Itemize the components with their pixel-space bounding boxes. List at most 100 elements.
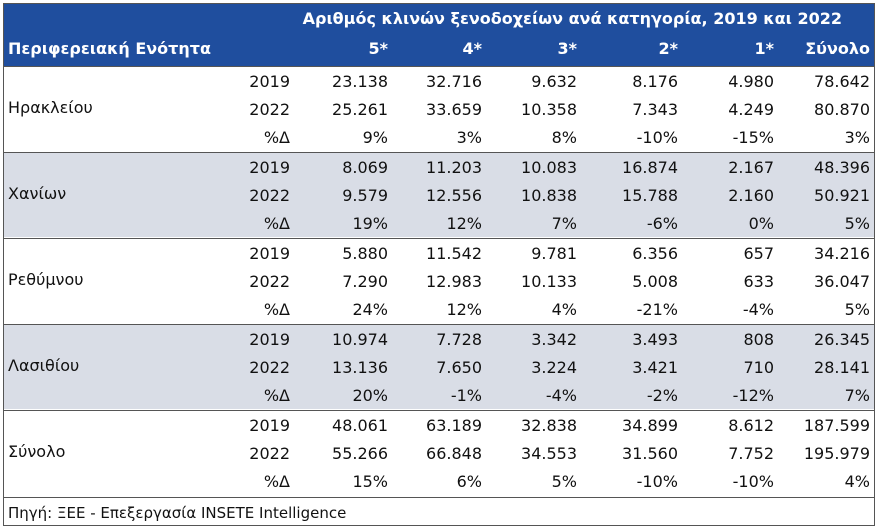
region-group: Ρεθύμνου 2019 5.880 11.542 9.781 6.356 657 34.2… xyxy=(4,238,874,323)
region-name: Χανίων xyxy=(8,184,67,203)
column-header-2-star: 2* xyxy=(658,39,679,58)
cell-5-star: 25.261 xyxy=(332,100,388,119)
cell-2-star: 15.788 xyxy=(622,186,678,205)
cell-3-star: 10.083 xyxy=(521,158,577,177)
cell-2-star: -10% xyxy=(636,472,678,491)
cell-total: 36.047 xyxy=(814,272,870,291)
cell-2-star: 8.176 xyxy=(632,72,678,91)
cell-total: 7% xyxy=(844,386,870,405)
cell-1-star: 2.160 xyxy=(728,186,774,205)
cell-5-star: 20% xyxy=(352,386,388,405)
region-group: Λασιθίου 2019 10.974 7.728 3.342 3.493 808 26.3… xyxy=(4,324,874,409)
group-divider xyxy=(4,410,874,411)
row-label: 2019 xyxy=(249,158,290,177)
cell-4-star: 12.983 xyxy=(426,272,482,291)
cell-5-star: 9.579 xyxy=(342,186,388,205)
row-label: 2019 xyxy=(249,330,290,349)
group-divider xyxy=(4,324,874,325)
cell-3-star: 3.224 xyxy=(531,358,577,377)
cell-2-star: 3.493 xyxy=(632,330,678,349)
cell-4-star: 11.542 xyxy=(426,244,482,263)
table-row: 2022 13.136 7.650 3.224 3.421 710 28.141 xyxy=(4,353,874,381)
cell-5-star: 7.290 xyxy=(342,272,388,291)
column-header-total: Σύνολο xyxy=(805,39,870,58)
cell-total: 48.396 xyxy=(814,158,870,177)
cell-2-star: 3.421 xyxy=(632,358,678,377)
table-row: %Δ 24% 12% 4% -21% -4% 5% xyxy=(4,295,874,323)
cell-total: 80.870 xyxy=(814,100,870,119)
cell-1-star: 0% xyxy=(748,214,774,233)
group-divider xyxy=(4,238,874,239)
cell-3-star: 10.838 xyxy=(521,186,577,205)
cell-1-star: -12% xyxy=(732,386,774,405)
table-row: 2019 8.069 11.203 10.083 16.874 2.167 48.396 xyxy=(4,153,874,181)
cell-5-star: 10.974 xyxy=(332,330,388,349)
cell-4-star: 6% xyxy=(456,472,482,491)
cell-total: 187.599 xyxy=(803,416,870,435)
cell-total: 3% xyxy=(844,128,870,147)
cell-4-star: 7.650 xyxy=(436,358,482,377)
region-group: Χανίων 2019 8.069 11.203 10.083 16.874 2.167 48… xyxy=(4,152,874,237)
table-title: Αριθμός κλινών ξενοδοχείων ανά κατηγορία… xyxy=(302,9,842,28)
group-divider xyxy=(4,66,874,67)
row-label: %Δ xyxy=(263,386,290,405)
cell-5-star: 8.069 xyxy=(342,158,388,177)
cell-3-star: 4% xyxy=(551,300,577,319)
row-label: 2019 xyxy=(249,244,290,263)
cell-3-star: 9.632 xyxy=(531,72,577,91)
cell-total: 28.141 xyxy=(814,358,870,377)
row-label: %Δ xyxy=(263,214,290,233)
cell-2-star: -2% xyxy=(646,386,678,405)
cell-3-star: 34.553 xyxy=(521,444,577,463)
cell-total: 26.345 xyxy=(814,330,870,349)
cell-5-star: 19% xyxy=(352,214,388,233)
cell-4-star: 7.728 xyxy=(436,330,482,349)
cell-1-star: 657 xyxy=(743,244,774,263)
cell-2-star: 5.008 xyxy=(632,272,678,291)
cell-1-star: 4.980 xyxy=(728,72,774,91)
cell-4-star: 11.203 xyxy=(426,158,482,177)
cell-3-star: 3.342 xyxy=(531,330,577,349)
cell-5-star: 23.138 xyxy=(332,72,388,91)
table-row: 2019 5.880 11.542 9.781 6.356 657 34.216 xyxy=(4,239,874,267)
row-label: 2022 xyxy=(249,444,290,463)
cell-2-star: 6.356 xyxy=(632,244,678,263)
cell-1-star: 7.752 xyxy=(728,444,774,463)
row-label: 2022 xyxy=(249,272,290,291)
table-row: 2019 23.138 32.716 9.632 8.176 4.980 78.642 xyxy=(4,67,874,95)
cell-4-star: 12.556 xyxy=(426,186,482,205)
cell-total: 4% xyxy=(844,472,870,491)
cell-3-star: 8% xyxy=(551,128,577,147)
cell-1-star: -15% xyxy=(732,128,774,147)
cell-2-star: 31.560 xyxy=(622,444,678,463)
cell-5-star: 24% xyxy=(352,300,388,319)
table-row: 2022 55.266 66.848 34.553 31.560 7.752 195.979 xyxy=(4,439,874,467)
cell-5-star: 55.266 xyxy=(332,444,388,463)
cell-1-star: 808 xyxy=(743,330,774,349)
cell-1-star: 8.612 xyxy=(728,416,774,435)
cell-3-star: 10.133 xyxy=(521,272,577,291)
cell-1-star: 2.167 xyxy=(728,158,774,177)
row-label: %Δ xyxy=(263,472,290,491)
cell-4-star: 33.659 xyxy=(426,100,482,119)
cell-total: 50.921 xyxy=(814,186,870,205)
row-label: 2022 xyxy=(249,100,290,119)
region-name: Ρεθύμνου xyxy=(8,270,84,289)
table-header: Αριθμός κλινών ξενοδοχείων ανά κατηγορία… xyxy=(4,4,874,66)
row-label: 2022 xyxy=(249,186,290,205)
cell-total: 195.979 xyxy=(803,444,870,463)
source-text: Πηγή: ΞΕΕ - Επεξεργασία INSETE Intellige… xyxy=(8,504,347,522)
cell-4-star: 63.189 xyxy=(426,416,482,435)
region-group: Ηρακλείου 2019 23.138 32.716 9.632 8.176 4.980… xyxy=(4,66,874,151)
column-header-region: Περιφερειακή Ενότητα xyxy=(8,39,211,58)
cell-1-star: 4.249 xyxy=(728,100,774,119)
cell-1-star: 710 xyxy=(743,358,774,377)
column-header-5-star: 5* xyxy=(368,39,389,58)
region-group: Σύνολο 2019 48.061 63.189 32.838 34.899 8.612 1… xyxy=(4,410,874,495)
cell-3-star: 10.358 xyxy=(521,100,577,119)
cell-5-star: 5.880 xyxy=(342,244,388,263)
cell-3-star: -4% xyxy=(545,386,577,405)
table-row: %Δ 9% 3% 8% -10% -15% 3% xyxy=(4,123,874,151)
table-row: 2019 10.974 7.728 3.342 3.493 808 26.345 xyxy=(4,325,874,353)
cell-total: 34.216 xyxy=(814,244,870,263)
